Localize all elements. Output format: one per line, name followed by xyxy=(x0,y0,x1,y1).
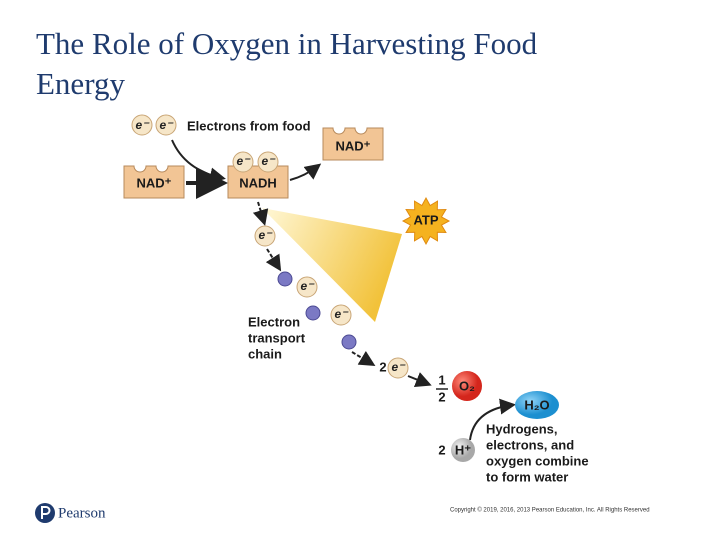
label: 2 xyxy=(379,359,386,374)
label: Electron xyxy=(248,314,300,329)
electron-label: e⁻ xyxy=(236,154,251,168)
caption: oxygen combine xyxy=(486,453,589,468)
label: NAD⁺ xyxy=(335,138,370,153)
electron-label: e⁻ xyxy=(300,279,315,293)
arrow xyxy=(265,248,282,272)
label: chain xyxy=(248,346,282,361)
electron xyxy=(387,357,409,379)
nad-box xyxy=(123,165,185,199)
electron xyxy=(131,114,153,136)
arrow xyxy=(469,398,516,441)
label: NAD⁺ xyxy=(136,175,171,190)
nadh-box xyxy=(227,165,289,199)
label: ATP xyxy=(413,212,438,227)
carrier xyxy=(341,334,357,350)
logo-p xyxy=(41,506,51,519)
carrier xyxy=(277,271,293,287)
slide-title: The Role of Oxygen in Harvesting Food En… xyxy=(36,26,538,101)
hydrogen xyxy=(451,438,475,462)
oxygen xyxy=(452,371,482,401)
label: H⁺ xyxy=(455,442,471,457)
label: 2 xyxy=(438,389,445,404)
atp-burst xyxy=(401,196,451,246)
label: NADH xyxy=(239,175,277,190)
logo-text: Pearson xyxy=(58,505,106,521)
arrow xyxy=(351,350,376,367)
energy-wedge xyxy=(262,208,402,322)
electron-label: e⁻ xyxy=(334,307,349,321)
label: 1 xyxy=(438,372,445,387)
electron xyxy=(257,151,279,173)
copyright: Copyright © 2019, 2016, 2013 Pearson Edu… xyxy=(450,507,650,514)
label: H₂O xyxy=(524,397,549,412)
electron xyxy=(232,151,254,173)
label: transport xyxy=(248,330,306,345)
arrow xyxy=(289,163,322,181)
electron-label: e⁻ xyxy=(261,154,276,168)
electron-label: e⁻ xyxy=(258,228,273,242)
carrier xyxy=(305,305,321,321)
arrow xyxy=(252,201,269,226)
caption: to form water xyxy=(486,469,568,484)
electron xyxy=(254,225,276,247)
electron xyxy=(155,114,177,136)
label: 2 xyxy=(438,442,445,457)
arrow xyxy=(407,372,432,387)
electron xyxy=(296,276,318,298)
water xyxy=(515,391,559,419)
electron-label: e⁻ xyxy=(391,360,406,374)
caption: electrons, and xyxy=(486,437,574,452)
label: Electrons from food xyxy=(187,118,311,133)
label: O₂ xyxy=(459,378,475,393)
electron xyxy=(330,304,352,326)
electron-label: e⁻ xyxy=(135,118,150,132)
electron-label: e⁻ xyxy=(159,118,174,132)
caption: Hydrogens, xyxy=(486,421,558,436)
nad-box xyxy=(322,127,384,161)
